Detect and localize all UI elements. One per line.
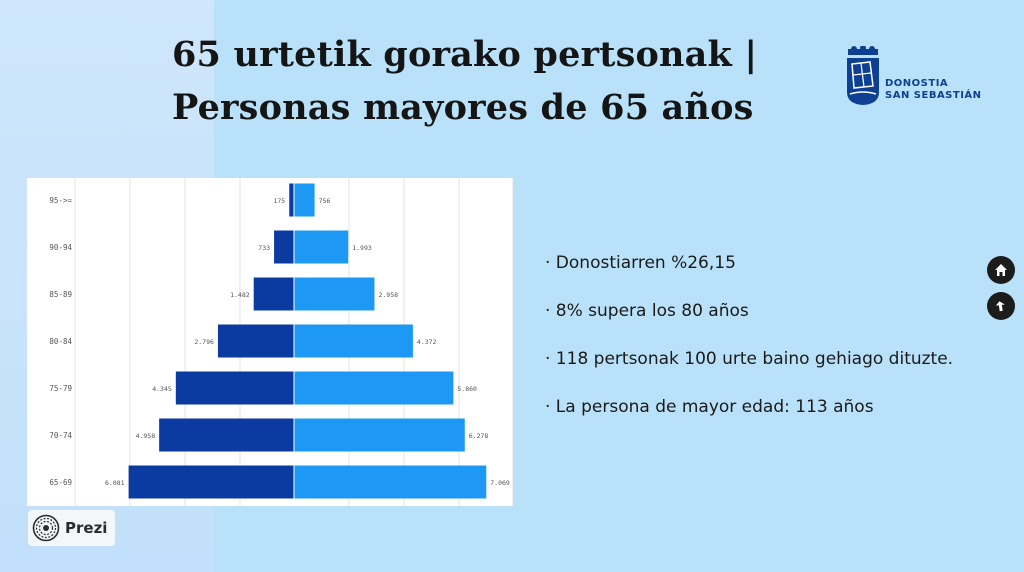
fact-item: · 8% supera los 80 años — [545, 301, 749, 321]
y-tick-label: 75-79 — [49, 384, 72, 393]
fact-item: · Donostiarren %26,15 — [545, 253, 736, 273]
bar-right — [294, 465, 487, 499]
back-arrow-icon — [995, 301, 1005, 312]
y-tick-label: 80-84 — [49, 337, 72, 346]
fact-item: · La persona de mayor edad: 113 años — [545, 397, 874, 417]
data-label-right: 6.278 — [469, 432, 489, 440]
data-label-left: 2.796 — [194, 338, 214, 346]
prezi-label: Prezi — [65, 519, 108, 537]
population-pyramid-chart: 95->= 175 756 90-94 733 1.993 85-89 1.482 2.958 8… — [27, 178, 513, 506]
bar-left — [128, 465, 294, 499]
bar-right — [294, 324, 413, 358]
logo-line-2: SAN SEBASTIÁN — [885, 90, 982, 101]
data-label-left: 4.958 — [136, 432, 156, 440]
y-tick-label: 65-69 — [49, 478, 72, 487]
data-label-left: 4.345 — [152, 385, 172, 393]
data-label-right: 756 — [319, 197, 331, 205]
data-label-left: 6.081 — [105, 479, 125, 487]
bar-left — [274, 230, 294, 264]
data-label-right: 5.860 — [457, 385, 477, 393]
y-tick-label: 85-89 — [49, 290, 72, 299]
page-title: 65 urtetik gorako pertsonak | Personas m… — [172, 28, 792, 134]
bar-left — [175, 371, 294, 405]
bar-right — [294, 277, 375, 311]
data-label-left: 733 — [258, 244, 270, 252]
city-shield-icon — [847, 46, 879, 105]
prezi-logo-icon — [32, 514, 60, 542]
y-tick-label: 90-94 — [49, 243, 72, 252]
chart-svg: 95->= 175 756 90-94 733 1.993 85-89 1.482 2.958 8… — [49, 178, 513, 506]
logo-text: DONOSTIA SAN SEBASTIÁN — [885, 78, 982, 102]
bar-right — [294, 183, 315, 217]
bar-right — [294, 371, 454, 405]
fact-item: · 118 pertsonak 100 urte baino gehiago d… — [545, 349, 954, 369]
data-label-right: 1.993 — [352, 244, 372, 252]
y-tick-label: 70-74 — [49, 431, 72, 440]
data-label-right: 2.958 — [378, 291, 398, 299]
home-icon — [995, 264, 1007, 276]
data-label-right: 4.372 — [417, 338, 437, 346]
home-button[interactable] — [987, 256, 1015, 284]
back-button[interactable] — [987, 292, 1015, 320]
bar-left — [253, 277, 294, 311]
y-tick-label: 95->= — [49, 196, 72, 205]
prezi-badge[interactable]: Prezi — [28, 510, 115, 546]
bar-right — [294, 418, 465, 452]
bar-right — [294, 230, 349, 264]
title-line-2: Personas mayores de 65 años — [172, 87, 754, 128]
logo-line-1: DONOSTIA — [885, 78, 949, 89]
data-label-left: 1.482 — [230, 291, 250, 299]
data-label-left: 175 — [273, 197, 285, 205]
bar-left — [289, 183, 294, 217]
facts-list: · Donostiarren %26,15 · 8% supera los 80… — [545, 248, 1015, 440]
data-label-right: 7.069 — [490, 479, 510, 487]
bar-left — [217, 324, 294, 358]
bar-left — [159, 418, 294, 452]
title-line-1: 65 urtetik gorako pertsonak | — [172, 34, 758, 75]
city-logo: DONOSTIA SAN SEBASTIÁN — [845, 46, 985, 106]
